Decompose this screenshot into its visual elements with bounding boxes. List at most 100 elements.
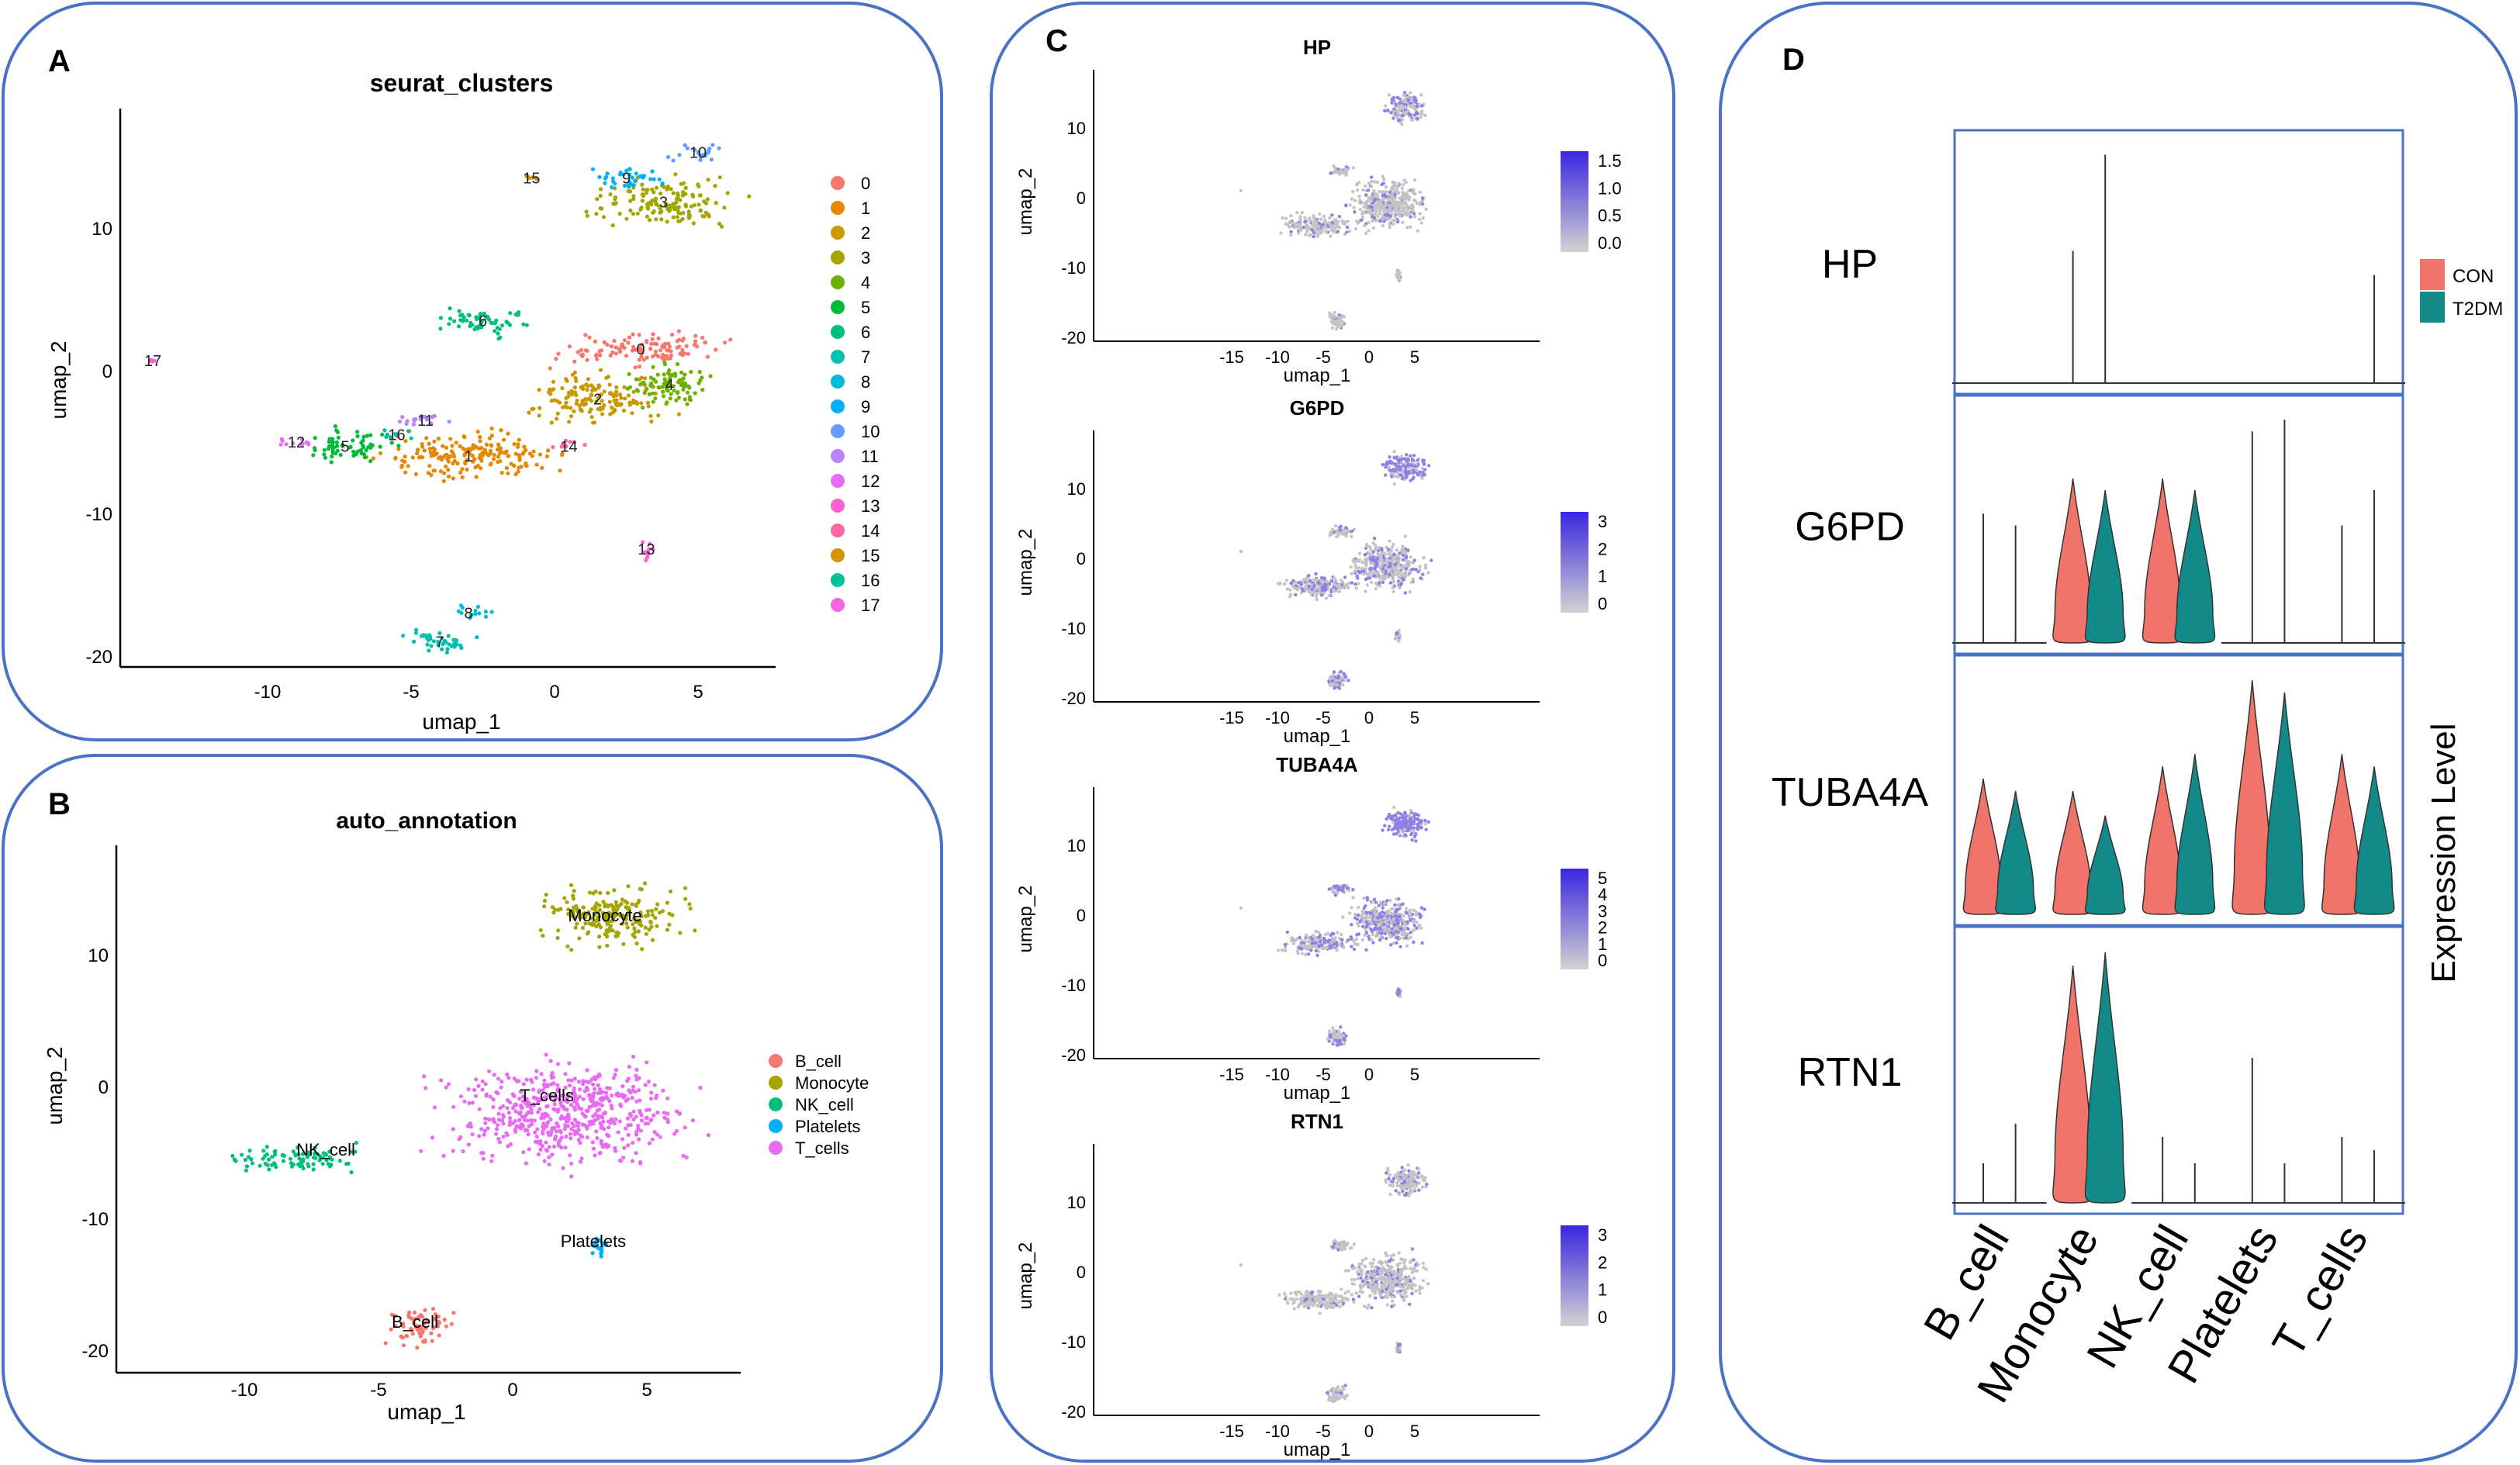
monocyte-point <box>627 905 631 910</box>
t_cells-point <box>482 1132 486 1137</box>
cluster-label: 10 <box>690 144 707 161</box>
cell-point <box>1388 928 1391 933</box>
t_cells-point <box>457 1137 461 1142</box>
cluster-0-point <box>666 341 671 346</box>
monocyte-point <box>569 883 574 887</box>
cell-point <box>1336 324 1340 328</box>
nk_cell-point <box>349 1149 354 1154</box>
cluster-1-point <box>478 434 482 440</box>
panel-a-scatter <box>147 143 752 655</box>
cell-point <box>1286 223 1290 226</box>
cell-point <box>1321 946 1325 951</box>
t_cells-point <box>572 1099 576 1104</box>
cell-point <box>1326 931 1330 935</box>
cell-point <box>1404 907 1409 910</box>
cell-point <box>1312 945 1315 948</box>
nk_cell-point <box>250 1161 254 1166</box>
cluster-9-point <box>610 185 614 190</box>
cell-point <box>1420 476 1424 480</box>
cluster-9-point <box>650 169 655 174</box>
t_cells-point <box>542 1085 548 1090</box>
cell-point <box>1307 574 1311 578</box>
cell-point <box>1391 805 1396 810</box>
cluster-7-point <box>441 641 445 647</box>
cell-point <box>1419 112 1424 116</box>
cell-point <box>1300 952 1305 955</box>
t_cells-point <box>562 1127 567 1132</box>
cluster-1-point <box>432 439 437 444</box>
cell-point <box>1369 911 1373 915</box>
cell-point <box>1331 679 1335 683</box>
cell-point <box>1391 1183 1395 1187</box>
cluster-4-point <box>627 371 631 376</box>
cluster-5-point <box>389 441 394 445</box>
t_cells-point <box>593 1087 597 1091</box>
cluster-1-point <box>534 462 539 467</box>
cluster-13-point <box>651 547 655 551</box>
cluster-3-point <box>697 184 701 188</box>
monocyte-point <box>643 881 648 886</box>
cell-point <box>1293 586 1297 590</box>
cell-point <box>1331 1040 1336 1044</box>
cluster-9-point <box>630 175 634 180</box>
cluster-label: 3 <box>659 195 668 212</box>
cell-point <box>1397 1179 1402 1183</box>
t_cells-point <box>499 1085 503 1090</box>
cell-point <box>1291 942 1296 946</box>
cluster-3-point <box>747 194 752 199</box>
t_cells-point <box>527 1147 531 1152</box>
t_cells-point <box>520 1094 526 1099</box>
cluster-3-point <box>672 202 677 206</box>
t_cells-point <box>544 1140 548 1145</box>
monocyte-point <box>631 922 635 927</box>
cluster-10-point <box>696 150 700 155</box>
cluster-0-point <box>692 343 697 347</box>
cell-point <box>1388 223 1391 226</box>
t_cells-point <box>430 1135 435 1140</box>
cell-point <box>1350 534 1353 538</box>
cluster-3-point <box>689 204 694 209</box>
cell-point <box>1330 213 1334 217</box>
nk_cell-point <box>273 1152 278 1157</box>
cluster-1-point <box>463 461 468 466</box>
cell-point <box>1412 1187 1416 1191</box>
monocyte-point <box>687 902 692 907</box>
cluster-4-point <box>672 371 678 376</box>
cell-point <box>1414 100 1418 104</box>
t_cells-point <box>522 1118 527 1122</box>
cell-point <box>1393 188 1397 193</box>
cluster-4-point <box>683 384 687 389</box>
t_cells-point <box>594 1129 599 1134</box>
feature-plot-hp: HP-15 -10 -5 0 5100-10-20umap_1umap_21.51.00… <box>1015 36 1622 386</box>
monocyte-point <box>592 913 596 917</box>
t_cells-point <box>563 1072 568 1076</box>
cluster-2-point <box>630 411 634 416</box>
cluster-2-point <box>555 411 560 416</box>
cell-point <box>1371 900 1374 904</box>
cluster-0-point <box>620 342 624 347</box>
cluster-6-point <box>466 313 471 317</box>
cell-point <box>1369 938 1374 942</box>
cell-point <box>1415 201 1419 206</box>
cell-point <box>1306 952 1311 956</box>
cluster-9-point <box>597 174 602 179</box>
cluster-14-point <box>563 438 569 443</box>
cell-point <box>1333 589 1336 593</box>
t_cells-point <box>486 1117 491 1121</box>
feature-title: TUBA4A <box>1276 753 1358 776</box>
cluster-label: 9 <box>622 170 631 187</box>
t_cells-point <box>555 1083 560 1087</box>
cluster-4-point <box>662 372 666 377</box>
cell-point <box>1424 828 1428 831</box>
cluster-11-point <box>421 414 426 420</box>
cluster-0-point <box>670 332 675 337</box>
cluster-4-point <box>669 392 673 396</box>
cluster-4-point <box>634 388 639 392</box>
cell-point <box>1413 192 1417 196</box>
cluster-6-point <box>447 322 451 327</box>
cell-point <box>1325 579 1329 584</box>
cell-point <box>1291 579 1295 583</box>
cell-point <box>1397 278 1401 282</box>
t_cells-point <box>513 1118 517 1123</box>
cluster-2-point <box>656 413 661 418</box>
